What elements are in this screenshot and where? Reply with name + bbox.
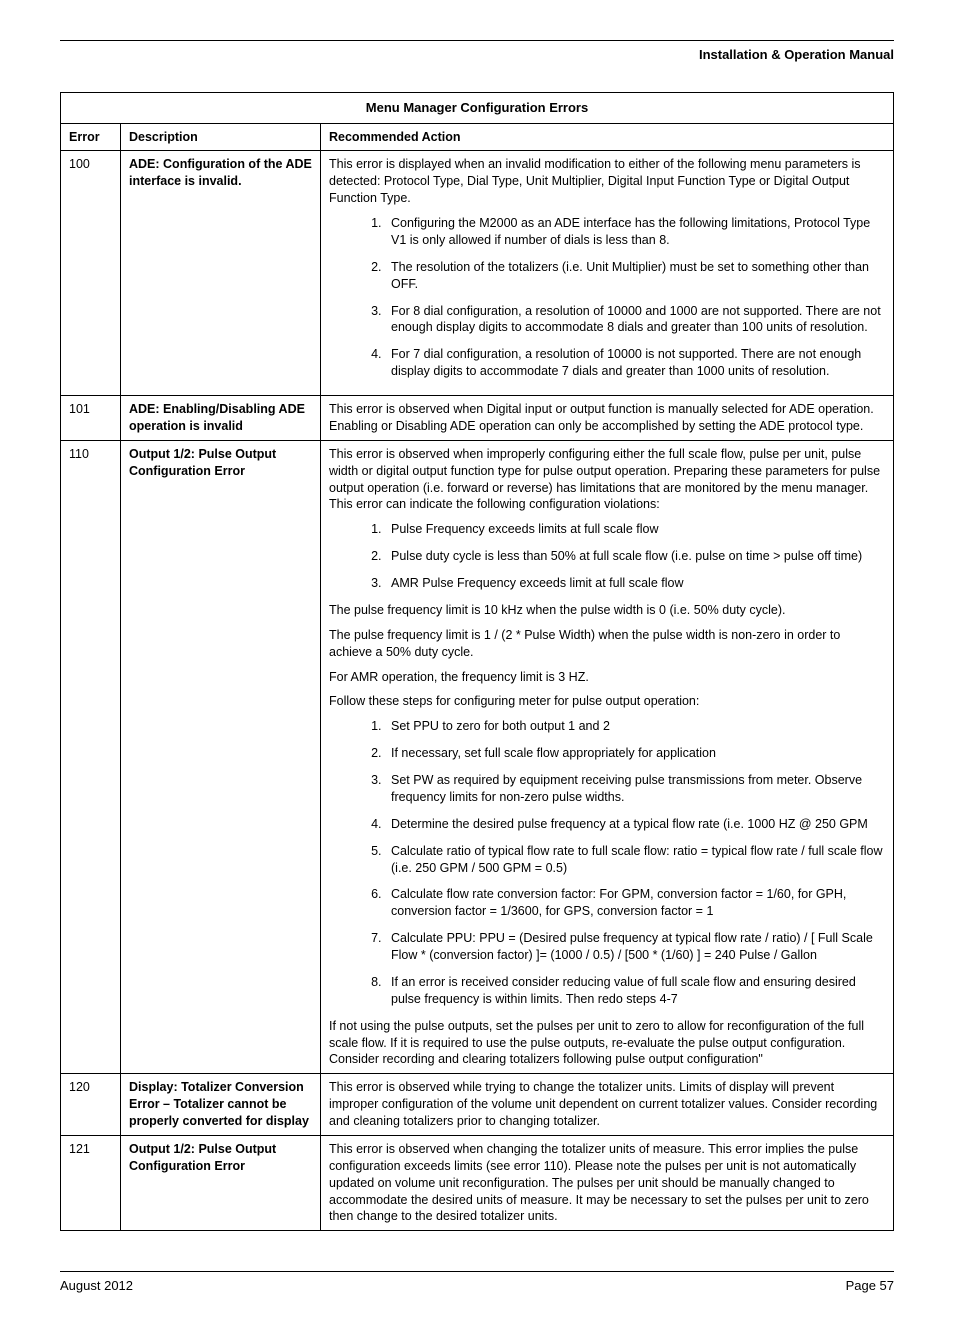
list-item: Set PPU to zero for both output 1 and 2 <box>385 718 885 735</box>
list-item: Calculate PPU: PPU = (Desired pulse freq… <box>385 930 885 964</box>
action-text: This error is displayed when an invalid … <box>329 156 885 207</box>
table-row: 121 Output 1/2: Pulse Output Configurati… <box>61 1135 894 1230</box>
error-action: This error is observed when Digital inpu… <box>321 396 894 441</box>
list-item: Pulse Frequency exceeds limits at full s… <box>385 521 885 538</box>
footer-page: Page 57 <box>846 1278 894 1293</box>
col-description: Description <box>121 123 321 151</box>
error-code: 100 <box>61 151 121 396</box>
manual-title: Installation & Operation Manual <box>60 47 894 62</box>
action-text: If not using the pulse outputs, set the … <box>329 1018 885 1069</box>
list-item: Determine the desired pulse frequency at… <box>385 816 885 833</box>
list-item: If necessary, set full scale flow approp… <box>385 745 885 762</box>
list-item: For 7 dial configuration, a resolution o… <box>385 346 885 380</box>
table-row: 120 Display: Totalizer Conversion Error … <box>61 1074 894 1136</box>
error-code: 121 <box>61 1135 121 1230</box>
action-text: This error is observed when improperly c… <box>329 446 885 514</box>
table-row: 101 ADE: Enabling/Disabling ADE operatio… <box>61 396 894 441</box>
list-item: Configuring the M2000 as an ADE interfac… <box>385 215 885 249</box>
list-item: Calculate ratio of typical flow rate to … <box>385 843 885 877</box>
list-item: Set PW as required by equipment receivin… <box>385 772 885 806</box>
action-text: For AMR operation, the frequency limit i… <box>329 669 885 686</box>
error-desc: ADE: Enabling/Disabling ADE operation is… <box>121 396 321 441</box>
error-code: 120 <box>61 1074 121 1136</box>
list-item: AMR Pulse Frequency exceeds limit at ful… <box>385 575 885 592</box>
errors-table: Menu Manager Configuration Errors Error … <box>60 92 894 1231</box>
action-list: Configuring the M2000 as an ADE interfac… <box>329 215 885 380</box>
list-item: For 8 dial configuration, a resolution o… <box>385 303 885 337</box>
footer-date: August 2012 <box>60 1278 133 1293</box>
error-action: This error is observed when improperly c… <box>321 440 894 1074</box>
action-text: The pulse frequency limit is 10 kHz when… <box>329 602 885 619</box>
error-action: This error is observed while trying to c… <box>321 1074 894 1136</box>
error-code: 110 <box>61 440 121 1074</box>
table-row: 100 ADE: Configuration of the ADE interf… <box>61 151 894 396</box>
action-text: The pulse frequency limit is 1 / (2 * Pu… <box>329 627 885 661</box>
error-action: This error is observed when changing the… <box>321 1135 894 1230</box>
action-list: Pulse Frequency exceeds limits at full s… <box>329 521 885 592</box>
error-desc: Display: Totalizer Conversion Error – To… <box>121 1074 321 1136</box>
error-action: This error is displayed when an invalid … <box>321 151 894 396</box>
page-footer: August 2012 Page 57 <box>60 1271 894 1293</box>
error-desc: Output 1/2: Pulse Output Configuration E… <box>121 1135 321 1230</box>
error-code: 101 <box>61 396 121 441</box>
list-item: Calculate flow rate conversion factor: F… <box>385 886 885 920</box>
list-item: If an error is received consider reducin… <box>385 974 885 1008</box>
col-error: Error <box>61 123 121 151</box>
list-item: The resolution of the totalizers (i.e. U… <box>385 259 885 293</box>
error-desc: ADE: Configuration of the ADE interface … <box>121 151 321 396</box>
action-list: Set PPU to zero for both output 1 and 2 … <box>329 718 885 1007</box>
error-desc: Output 1/2: Pulse Output Configuration E… <box>121 440 321 1074</box>
table-row: 110 Output 1/2: Pulse Output Configurati… <box>61 440 894 1074</box>
table-title: Menu Manager Configuration Errors <box>61 93 894 124</box>
list-item: Pulse duty cycle is less than 50% at ful… <box>385 548 885 565</box>
action-text: Follow these steps for configuring meter… <box>329 693 885 710</box>
col-action: Recommended Action <box>321 123 894 151</box>
